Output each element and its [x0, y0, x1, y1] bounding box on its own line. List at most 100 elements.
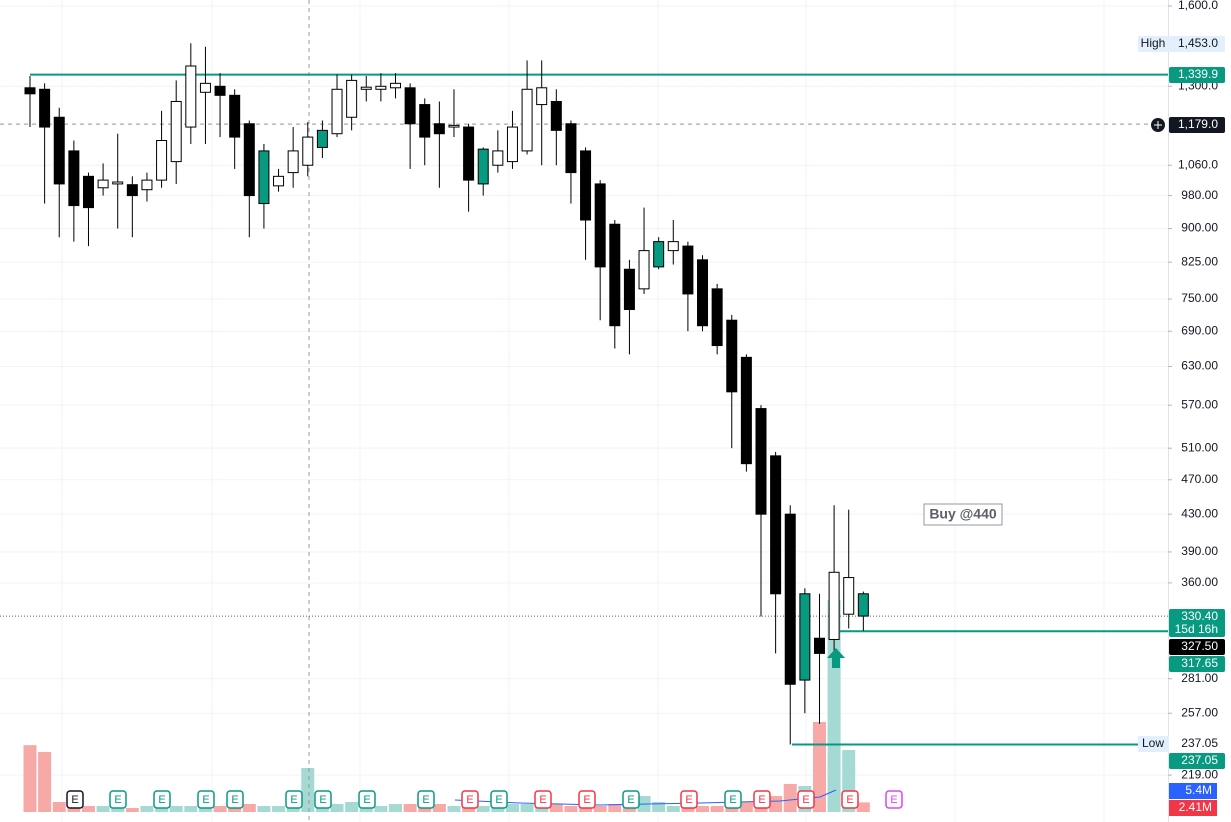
earnings-marker — [226, 790, 244, 809]
candle-body — [726, 319, 738, 393]
volume-bar — [111, 807, 125, 812]
candle-body — [580, 150, 592, 221]
candle-body — [711, 288, 723, 347]
candle-body — [565, 123, 577, 174]
price-badge — [1169, 736, 1225, 752]
volume-bar — [272, 806, 286, 812]
candle-body — [156, 140, 168, 181]
candle-body — [740, 356, 752, 465]
candle-body — [375, 85, 387, 90]
price-badge — [1169, 67, 1225, 83]
candle-body — [755, 408, 767, 515]
tag-box — [1138, 736, 1169, 752]
volume-bar — [345, 802, 359, 812]
candle-body — [828, 571, 840, 640]
y-tick-label: 980.00 — [1181, 188, 1218, 202]
earnings-marker — [841, 790, 859, 809]
y-tick-label: 690.00 — [1181, 323, 1218, 337]
candle-body — [492, 150, 504, 166]
candle-body — [609, 223, 621, 327]
volume-bar — [330, 804, 344, 812]
candle-body — [170, 100, 182, 163]
candle-body — [506, 126, 518, 163]
y-tick-label: 281.00 — [1181, 671, 1218, 685]
price-badge-label: 327.50 — [1181, 639, 1218, 653]
volume-bar — [549, 804, 563, 812]
candle-body — [682, 245, 694, 295]
y-tick-label: 510.00 — [1181, 440, 1218, 454]
volume-bar — [564, 806, 578, 812]
candle-body — [857, 593, 869, 617]
candle-body — [813, 637, 825, 654]
volume-bar — [520, 804, 534, 812]
price-badge-label: 237.05 — [1181, 736, 1218, 750]
volume-badge-label: 5.4M — [1185, 783, 1212, 797]
price-badge-label: 1,179.0 — [1178, 117, 1218, 131]
y-tick-label: 825.00 — [1181, 254, 1218, 268]
volume-bar — [125, 808, 139, 812]
candle-body — [550, 100, 562, 131]
volume-bar — [242, 804, 256, 812]
candle-body — [404, 87, 416, 125]
earnings-marker — [66, 790, 84, 809]
candle-body — [331, 88, 343, 135]
earnings-marker — [885, 790, 903, 809]
volume-ma — [454, 789, 837, 806]
earnings-marker — [153, 790, 171, 809]
volume-bar — [652, 802, 666, 812]
earnings-label: E — [114, 794, 121, 806]
earnings-marker — [314, 790, 332, 809]
volume-bar — [710, 806, 724, 812]
volume-badge — [1169, 800, 1217, 816]
volume-bar — [23, 745, 37, 812]
earnings-marker — [680, 790, 698, 809]
price-badge-label: 237.05 — [1181, 753, 1218, 767]
candle-body — [316, 129, 328, 148]
candle-body — [536, 87, 548, 106]
y-tick-label: 470.00 — [1181, 472, 1218, 486]
candle-body — [82, 175, 94, 209]
earnings-label: E — [495, 794, 502, 806]
y-tick-label: 219.00 — [1181, 767, 1218, 781]
earnings-marker — [358, 790, 376, 809]
earnings-marker — [109, 790, 127, 809]
candle-body — [68, 150, 80, 207]
earnings-marker — [622, 790, 640, 809]
volume-bar — [81, 806, 95, 812]
tag-label: High — [1141, 36, 1166, 50]
candle-body — [258, 150, 270, 205]
volume-bar — [447, 806, 461, 812]
volume-bar — [374, 806, 388, 812]
earnings-marker — [578, 790, 596, 809]
candle-body — [390, 82, 401, 89]
earnings-label: E — [539, 794, 546, 806]
volume-bar — [608, 804, 622, 812]
volume-bar — [403, 804, 417, 812]
volume-bar — [52, 802, 66, 812]
price-badge — [1169, 609, 1225, 637]
candle-body — [39, 88, 51, 128]
y-tick-label: 430.00 — [1181, 506, 1218, 520]
volume-bar — [257, 806, 271, 812]
volume-badge — [1169, 783, 1217, 799]
price-badge — [1169, 656, 1225, 672]
annotation: Buy @440 — [929, 506, 997, 522]
candle-body — [419, 104, 431, 138]
y-tick-label: 360.00 — [1181, 575, 1218, 589]
candle-body — [784, 513, 796, 685]
y-tick-label: 630.00 — [1181, 359, 1218, 373]
candle-body — [24, 87, 36, 95]
annotation-box — [923, 503, 1003, 526]
y-tick-label: 570.00 — [1181, 397, 1218, 411]
volume-bar — [462, 806, 476, 812]
candle-body — [287, 150, 299, 174]
volume-bar — [213, 806, 227, 812]
y-tick-label: 390.00 — [1181, 544, 1218, 558]
y-tick-label: 257.00 — [1181, 705, 1218, 719]
earnings-label: E — [890, 794, 897, 806]
earnings-label: E — [290, 794, 297, 806]
volume-bar — [389, 804, 402, 812]
price-badge — [1169, 117, 1225, 133]
